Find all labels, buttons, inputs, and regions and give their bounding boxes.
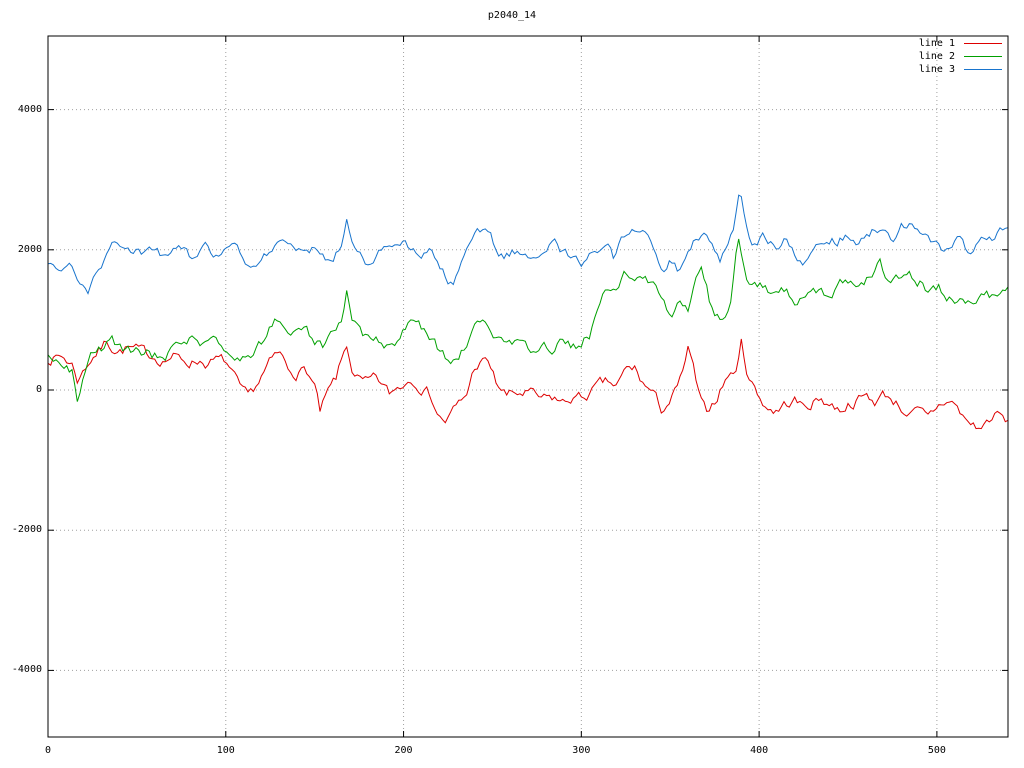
series-line-3: [47, 194, 1009, 295]
axis-tick-marks: [47, 36, 1008, 737]
x-tick-label: 300: [572, 745, 591, 756]
legend-entry-line-1: line 1: [919, 37, 1002, 50]
legend-line-sample-green: [964, 56, 1002, 57]
legend-entry-line-2: line 2: [919, 50, 1002, 63]
legend-line-sample-blue: [964, 69, 1002, 70]
legend-entry-line-3: line 3: [919, 63, 1002, 76]
y-tick-label: -2000: [11, 524, 42, 536]
legend: line 1 line 2 line 3: [919, 37, 1002, 76]
legend-label-line-2: line 2: [918, 51, 955, 62]
plot-border: [47, 35, 1009, 738]
x-tick-label: 100: [216, 745, 235, 756]
legend-label-line-3: line 3: [918, 64, 955, 75]
x-tick-label: 500: [927, 745, 946, 756]
x-tick-label: 200: [394, 745, 413, 756]
y-tick-label: 0: [35, 384, 42, 395]
x-tick-label: 400: [750, 745, 769, 756]
y-tick-label: 4000: [17, 103, 42, 115]
grid-lines: [47, 36, 1008, 737]
legend-label-line-1: line 1: [918, 38, 955, 49]
series-line-2: [47, 238, 1009, 402]
x-tick-label: 0: [44, 745, 52, 756]
series-line-1: [47, 338, 1009, 430]
y-tick-label: 2000: [17, 243, 42, 255]
chart-title: p2040_14: [487, 10, 537, 21]
legend-line-sample-red: [964, 43, 1002, 44]
y-tick-label: -4000: [11, 664, 42, 676]
